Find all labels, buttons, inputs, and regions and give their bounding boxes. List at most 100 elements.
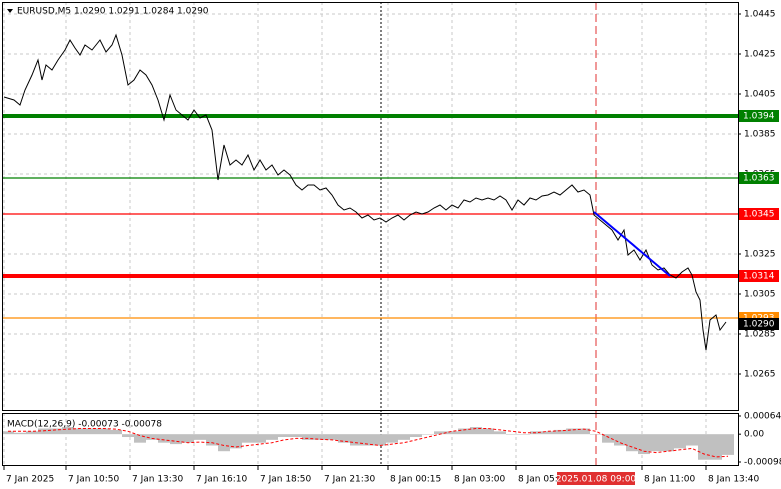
trend-line bbox=[593, 211, 671, 277]
macd-bar bbox=[542, 431, 554, 435]
macd-bar bbox=[674, 434, 686, 449]
macd-bar bbox=[290, 434, 302, 438]
macd-bar bbox=[14, 432, 26, 435]
signal-line bbox=[8, 428, 729, 458]
level-label-box bbox=[739, 270, 779, 282]
y-tick-label: 1.0285 bbox=[744, 330, 776, 340]
macd-bar bbox=[710, 434, 722, 460]
current-price-label: 1.0290 bbox=[743, 320, 775, 330]
macd-bar bbox=[182, 434, 194, 443]
cursor-label-box bbox=[557, 472, 635, 485]
y-tick-label: 0.00064 bbox=[744, 412, 781, 422]
macd-bar bbox=[158, 434, 170, 443]
macd-bar bbox=[314, 434, 326, 440]
macd-bar bbox=[218, 434, 230, 452]
macd-frame bbox=[2, 413, 739, 466]
main-frame bbox=[2, 2, 739, 411]
macd-bar bbox=[50, 428, 62, 435]
x-tick-label: 7 Jan 2025 bbox=[6, 475, 54, 485]
macd-bar bbox=[434, 431, 446, 435]
macd-bar bbox=[230, 434, 242, 449]
macd-bar bbox=[530, 431, 542, 435]
macd-bar bbox=[86, 428, 98, 435]
x-tick-label: 7 Jan 21:30 bbox=[324, 475, 376, 485]
chart-title: EURUSD,M5 1.0290 1.0291 1.0284 1.0290 bbox=[17, 7, 209, 17]
y-tick-label: 1.0425 bbox=[744, 50, 776, 60]
macd-bar bbox=[566, 428, 578, 435]
macd-bar bbox=[146, 434, 158, 440]
level-label: 1.0314 bbox=[743, 272, 775, 282]
level-label-box bbox=[739, 208, 779, 220]
macd-bar bbox=[506, 434, 518, 435]
macd-bar bbox=[62, 427, 74, 435]
x-tick-label: 8 Jan 03:00 bbox=[454, 475, 506, 485]
y-tick-label: 1.0405 bbox=[744, 90, 776, 100]
macd-bar bbox=[494, 431, 506, 435]
x-tick-label: 8 Jan 11:00 bbox=[644, 475, 696, 485]
level-label-box bbox=[739, 110, 779, 122]
macd-bar bbox=[242, 434, 254, 443]
macd-bar bbox=[206, 434, 218, 446]
x-tick-label: 7 Jan 13:30 bbox=[132, 475, 184, 485]
macd-bar bbox=[578, 428, 590, 435]
macd-bar bbox=[410, 434, 422, 438]
macd-bar bbox=[386, 434, 398, 443]
macd-bar bbox=[470, 427, 482, 435]
macd-bar bbox=[686, 434, 698, 446]
level-label-box bbox=[739, 172, 779, 184]
macd-bar bbox=[482, 428, 494, 435]
y-tick-label: 0.00 bbox=[744, 430, 764, 440]
macd-bar bbox=[134, 434, 146, 443]
macd-bar bbox=[326, 434, 338, 440]
macd-bar bbox=[266, 434, 278, 440]
y-tick-label: 1.0265 bbox=[744, 370, 776, 380]
macd-bar bbox=[698, 434, 710, 460]
macd-bar bbox=[26, 431, 38, 435]
macd-bar bbox=[362, 434, 374, 446]
macd-bar bbox=[554, 429, 566, 435]
macd-bar bbox=[194, 434, 206, 440]
y-tick-label: -0.00098 bbox=[744, 458, 781, 468]
cursor-label: 2025.01.08 09:00 bbox=[556, 475, 637, 485]
macd-bar bbox=[374, 434, 386, 446]
macd-bar bbox=[98, 428, 110, 435]
plot-layer bbox=[2, 2, 738, 466]
macd-title: MACD(12,26,9) -0.00073 -0.00078 bbox=[7, 420, 162, 430]
macd-bar bbox=[122, 434, 134, 438]
macd-bar bbox=[614, 434, 626, 446]
macd-bar bbox=[2, 431, 14, 435]
price-line bbox=[3, 33, 727, 351]
macd-bar bbox=[638, 434, 650, 455]
level-label: 1.0363 bbox=[743, 174, 775, 184]
macd-bar bbox=[338, 434, 350, 443]
y-tick-label: 1.0325 bbox=[744, 250, 776, 260]
macd-bar bbox=[278, 434, 290, 438]
macd-bar bbox=[398, 434, 410, 440]
macd-bar bbox=[722, 434, 734, 455]
x-tick-label: 7 Jan 18:50 bbox=[260, 475, 312, 485]
menu-triangle[interactable] bbox=[7, 9, 13, 13]
x-tick-label: 8 Jan 00:15 bbox=[390, 475, 441, 485]
x-tick-label: 7 Jan 16:10 bbox=[196, 475, 248, 485]
macd-bar bbox=[518, 434, 530, 435]
level-label: 1.0345 bbox=[743, 210, 775, 220]
macd-bar bbox=[254, 434, 266, 443]
x-tick-label: 7 Jan 10:50 bbox=[68, 475, 120, 485]
y-tick-label: 1.0305 bbox=[744, 290, 776, 300]
macd-bar bbox=[446, 431, 458, 435]
macd-bar bbox=[170, 434, 182, 445]
macd-bar bbox=[422, 434, 434, 435]
macd-bar bbox=[602, 434, 614, 443]
macd-bar bbox=[458, 428, 470, 435]
x-tick-label: 8 Jan 05:40 bbox=[518, 475, 570, 485]
macd-bar bbox=[590, 434, 602, 435]
current-price-box bbox=[739, 318, 779, 330]
y-tick-label: 1.0445 bbox=[744, 10, 776, 20]
macd-bar bbox=[626, 434, 638, 452]
macd-bar bbox=[74, 428, 86, 435]
macd-bar bbox=[302, 434, 314, 440]
x-tick-label: 8 Jan 13:40 bbox=[708, 475, 760, 485]
